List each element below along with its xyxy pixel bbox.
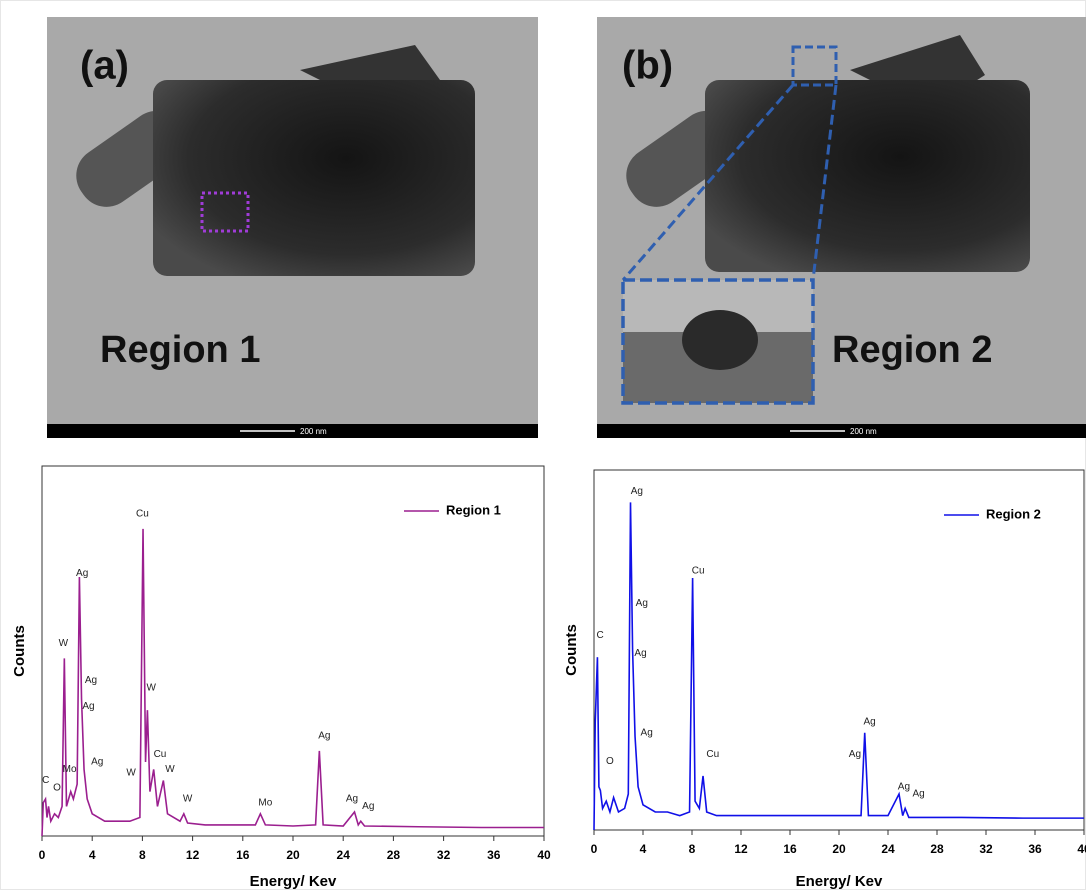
x-tick-label: 24 <box>881 842 895 856</box>
scale-label: 200 nm <box>300 427 327 436</box>
x-tick-label: 8 <box>689 842 696 856</box>
peak-label: O <box>53 783 61 794</box>
peak-label: Cu <box>136 509 149 520</box>
x-tick-label: 16 <box>236 848 250 862</box>
peak-label: Ag <box>318 731 330 742</box>
panel-label: (b) <box>622 44 673 88</box>
panel-label: (a) <box>80 44 129 88</box>
scale-label: 200 nm <box>850 427 877 436</box>
peak-label: Ag <box>91 757 103 768</box>
peak-label: C <box>42 775 49 786</box>
peak-label: W <box>165 764 175 775</box>
peak-label: Cu <box>692 565 705 576</box>
peak-label: Ag <box>849 749 861 760</box>
x-tick-label: 0 <box>591 842 598 856</box>
peak-label: Cu <box>706 749 719 760</box>
x-tick-label: 20 <box>286 848 300 862</box>
peak-label: Mo <box>258 797 272 808</box>
x-axis-label: Energy/ Kev <box>796 873 883 890</box>
peak-label: Ag <box>85 675 97 686</box>
x-tick-label: 12 <box>186 848 200 862</box>
peak-label: Ag <box>82 701 94 712</box>
x-tick-label: 12 <box>734 842 748 856</box>
peak-label: Ag <box>898 781 910 792</box>
x-tick-label: 32 <box>979 842 993 856</box>
peak-label: Mo <box>63 764 77 775</box>
y-axis-label: Counts <box>11 625 28 677</box>
peak-label: W <box>59 638 69 649</box>
peak-label: W <box>126 768 136 779</box>
x-tick-label: 28 <box>930 842 944 856</box>
peak-label: Ag <box>631 486 643 497</box>
x-tick-label: 40 <box>537 848 551 862</box>
peak-label: Ag <box>346 794 358 805</box>
peak-label: Ag <box>636 598 648 609</box>
region-caption: Region 2 <box>832 329 992 371</box>
legend-label: Region 2 <box>986 506 1041 521</box>
peak-label: W <box>146 683 156 694</box>
peak-label: Ag <box>76 568 88 579</box>
x-tick-label: 36 <box>1028 842 1042 856</box>
region-caption: Region 1 <box>100 329 260 371</box>
x-tick-label: 8 <box>139 848 146 862</box>
page: (a) Region 1 200 nm (b) Region 2 200 nm … <box>0 0 1086 890</box>
legend-label: Region 1 <box>446 502 501 517</box>
peak-label: C <box>597 630 604 641</box>
x-tick-label: 0 <box>39 848 46 862</box>
x-tick-label: 28 <box>387 848 401 862</box>
x-tick-label: 32 <box>437 848 451 862</box>
figure: (a) Region 1 200 nm (b) Region 2 200 nm … <box>0 0 1086 890</box>
tem-image-b: (b) Region 2 200 nm <box>597 17 1086 438</box>
x-tick-label: 36 <box>487 848 501 862</box>
peak-label: Ag <box>864 717 876 728</box>
y-axis-label: Counts <box>563 624 580 676</box>
peak-label: Ag <box>641 727 653 738</box>
x-axis-label: Energy/ Kev <box>250 873 337 890</box>
x-tick-label: 20 <box>832 842 846 856</box>
x-tick-label: 4 <box>89 848 96 862</box>
x-tick-label: 40 <box>1077 842 1086 856</box>
peak-label: O <box>606 756 614 767</box>
peak-label: Ag <box>913 789 925 800</box>
peak-label: W <box>183 794 193 805</box>
peak-label: Ag <box>634 648 646 659</box>
tem-image-a: (a) Region 1 200 nm <box>47 17 538 438</box>
x-tick-label: 4 <box>640 842 647 856</box>
x-tick-label: 24 <box>337 848 351 862</box>
peak-label: Cu <box>154 749 167 760</box>
peak-label: Ag <box>362 801 374 812</box>
x-tick-label: 16 <box>783 842 797 856</box>
